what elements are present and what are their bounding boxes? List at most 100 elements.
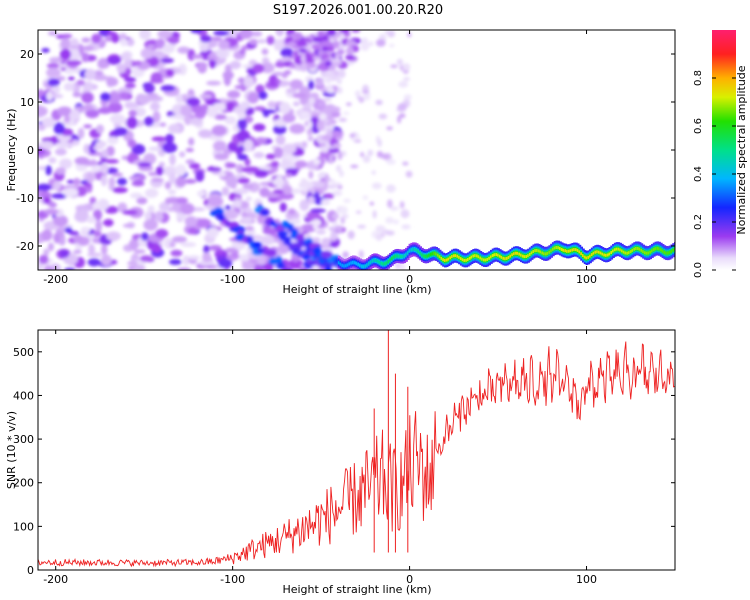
ridge-cell [429,252,433,256]
ridge-cell [580,252,584,256]
speckle [387,30,396,38]
x-tick-label: -200 [43,573,68,586]
snr-frame [37,329,676,571]
ridge-cell [520,253,523,257]
speckle [135,93,151,105]
speckle [313,158,321,165]
speckle [236,129,251,142]
speckle [106,231,121,241]
speckle [127,261,139,266]
speckle [206,106,218,118]
speckle [359,151,365,158]
speckle [330,231,339,240]
speckle [199,34,212,43]
speckle [360,42,370,51]
speckle [82,45,95,52]
speckle [332,222,338,226]
speckle [137,162,152,168]
ridge-cell [472,254,476,258]
speckle [144,188,159,198]
ridge-cell [397,254,401,258]
speckle [211,125,228,137]
ridge-cell [389,258,392,262]
speckle [157,30,173,39]
speckle [336,225,343,233]
speckle [401,224,411,230]
speckle [77,127,85,140]
colorbar-tick-label: 0.6 [693,118,704,134]
speckle [223,209,239,220]
speckle [64,114,71,123]
speckle [208,244,222,251]
speckle [386,159,396,165]
speckle [292,31,303,41]
ridge-cell [348,262,352,266]
speckle [165,68,175,78]
speckle [45,67,61,78]
ridge-cell [359,263,362,267]
speckle [43,266,54,270]
streak-blob [283,239,292,246]
speckle [106,145,115,157]
speckle [199,93,213,99]
speckle [386,187,397,191]
speckle [278,101,291,114]
speckle [237,118,248,131]
speckle [350,164,359,169]
ridge-cell [456,254,460,258]
speckle [243,76,255,88]
speckle [399,201,405,209]
ridge-cell [560,247,564,251]
colorbar-ticks: 0.0 0.2 0.4 0.6 0.8 [693,70,736,278]
speckle [375,233,383,241]
ridge-cell [656,246,660,250]
speckle [311,237,321,244]
speckle [258,91,268,100]
ridge-cell [461,258,465,262]
speckle [91,33,102,44]
speckle [169,241,176,248]
ridge-cell [551,247,555,251]
speckle [328,226,338,232]
speckle [255,137,267,144]
speckle [342,251,349,259]
speckle [87,258,101,267]
ridge-cell [420,253,424,257]
speckle [273,38,284,51]
speckle [320,198,331,206]
speckle [72,92,82,98]
ridge-cell [502,256,506,260]
speckle [73,177,81,186]
speckle [311,219,322,227]
speckle [361,90,370,94]
speckle [124,67,132,76]
speckle [47,242,55,252]
ridge-cell [367,262,371,266]
speckle [92,145,103,150]
streak-blob [265,248,277,258]
speckle [218,171,227,177]
speckle [101,254,112,266]
y-tick-label: -20 [16,240,34,253]
speckle [119,33,127,40]
speckle [253,151,265,159]
x-tick-label: 100 [576,273,597,286]
ridge-cell [620,249,624,253]
speckle [38,124,46,131]
speckle [328,155,334,165]
speckle [259,187,270,198]
speckle [318,139,327,144]
speckle [278,242,290,255]
speckle [92,202,101,210]
speckle [90,165,102,173]
ridge-cell [622,250,626,254]
speckle [327,179,335,183]
speckle [339,30,350,34]
speckle [332,213,340,220]
y-tick-label: 0 [27,564,34,577]
ridge-cell [428,253,431,257]
ridge-cell [371,259,375,263]
ridge-cell [433,251,437,255]
speckle [122,223,135,228]
speckle [324,173,329,182]
